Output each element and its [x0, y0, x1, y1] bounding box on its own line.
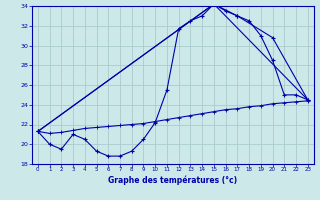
X-axis label: Graphe des températures (°c): Graphe des températures (°c): [108, 175, 237, 185]
